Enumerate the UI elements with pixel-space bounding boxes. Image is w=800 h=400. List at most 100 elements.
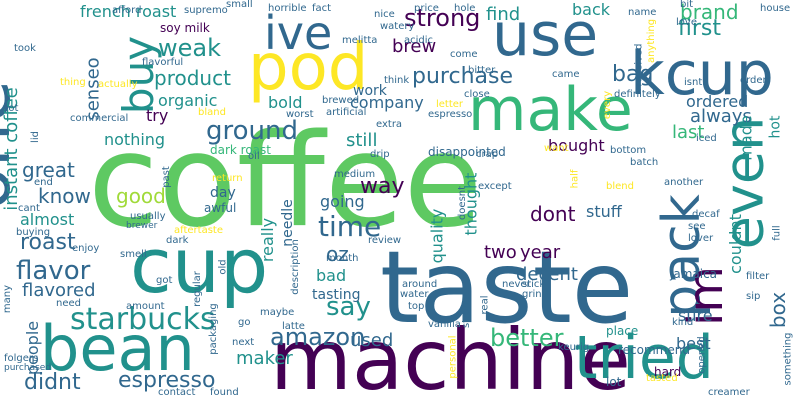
word: regular: [191, 271, 203, 307]
word: water: [400, 289, 429, 300]
word: supremo: [184, 5, 228, 16]
word: next: [232, 337, 255, 348]
word: purchased: [4, 363, 52, 373]
word: review: [368, 235, 402, 246]
word: really: [258, 217, 278, 263]
word: kcup: [630, 39, 774, 109]
word: got: [156, 275, 173, 286]
word: ordered: [686, 92, 749, 111]
word: filter: [746, 271, 770, 282]
word: two: [484, 242, 517, 263]
word: brand: [680, 0, 739, 24]
word: decaf: [692, 209, 720, 220]
word: still: [346, 130, 378, 151]
word: try: [146, 106, 169, 125]
word: creamer: [708, 387, 750, 398]
word: love: [676, 17, 697, 28]
word: stronger: [461, 285, 473, 329]
word: full: [771, 225, 783, 241]
word: isnt: [684, 77, 703, 88]
word: flavorful: [142, 57, 184, 68]
word: another: [664, 177, 704, 188]
word: think: [384, 75, 410, 86]
word: lover: [688, 233, 714, 244]
word: espresso: [118, 368, 216, 393]
word: something: [782, 332, 794, 386]
word: letter: [436, 99, 464, 110]
word: ive: [264, 6, 333, 60]
word: folgers: [4, 353, 39, 364]
word: found: [210, 387, 239, 398]
word: lid: [29, 131, 41, 143]
word: bad: [316, 266, 347, 285]
word: anything: [646, 18, 658, 64]
word: around: [402, 279, 438, 290]
word: melitta: [342, 35, 378, 46]
word: always: [690, 106, 752, 127]
word: vanilla: [428, 319, 461, 330]
word: bean: [40, 312, 195, 385]
word: tried: [574, 323, 714, 393]
word: drip: [370, 149, 390, 160]
word: hole: [454, 3, 476, 14]
word: see: [688, 221, 706, 232]
word: recommend: [618, 343, 690, 357]
word: box: [766, 291, 791, 329]
word: make: [468, 75, 633, 145]
word: month: [326, 253, 359, 264]
word: stick: [522, 279, 546, 290]
word: come: [450, 49, 478, 60]
word: bit: [680, 0, 694, 10]
word: almost: [20, 210, 75, 229]
word: strong: [404, 4, 481, 32]
word: usually: [130, 211, 166, 222]
word: machine: [270, 311, 631, 400]
word: bag: [612, 62, 654, 87]
word: starbucks: [70, 302, 216, 337]
word: bland: [198, 107, 226, 118]
word: medium: [334, 169, 376, 180]
word: real: [479, 295, 491, 315]
word: buying: [16, 227, 51, 238]
word: maker: [236, 348, 293, 369]
word: sip: [746, 291, 761, 302]
word: dark roast: [210, 143, 271, 157]
word: cup: [130, 221, 269, 310]
word: opened: [696, 336, 708, 374]
word: best: [676, 334, 711, 353]
word: espresso: [428, 109, 473, 120]
word: amount: [126, 301, 165, 312]
word: artificial: [326, 107, 367, 118]
word: awful: [204, 201, 237, 215]
word: better: [490, 324, 564, 352]
word: didnt: [24, 370, 81, 395]
word: name: [628, 7, 657, 18]
word: took: [14, 43, 36, 54]
word: brewer: [126, 221, 158, 231]
word: watery: [380, 21, 415, 32]
word: use: [492, 0, 599, 70]
word: bold: [268, 93, 303, 112]
word: last: [672, 122, 705, 143]
word: iced: [696, 133, 717, 144]
word: oz: [326, 242, 349, 266]
word: fact: [312, 3, 332, 14]
word: product: [154, 66, 231, 90]
word: old: [217, 259, 229, 275]
word: acidic: [404, 35, 434, 46]
word: roast: [20, 230, 76, 255]
word: bought: [548, 136, 605, 155]
word: place: [606, 324, 639, 338]
word: company: [350, 93, 424, 112]
word: aftertaste: [174, 225, 223, 236]
word: stuff: [586, 202, 622, 221]
word: latte: [282, 321, 305, 332]
word: back: [572, 0, 611, 19]
word: half: [569, 169, 581, 189]
word: made: [736, 115, 756, 161]
word: keurig: [558, 342, 590, 353]
word: bottom: [610, 145, 647, 156]
word: taste: [380, 229, 634, 346]
word: know: [38, 184, 91, 208]
